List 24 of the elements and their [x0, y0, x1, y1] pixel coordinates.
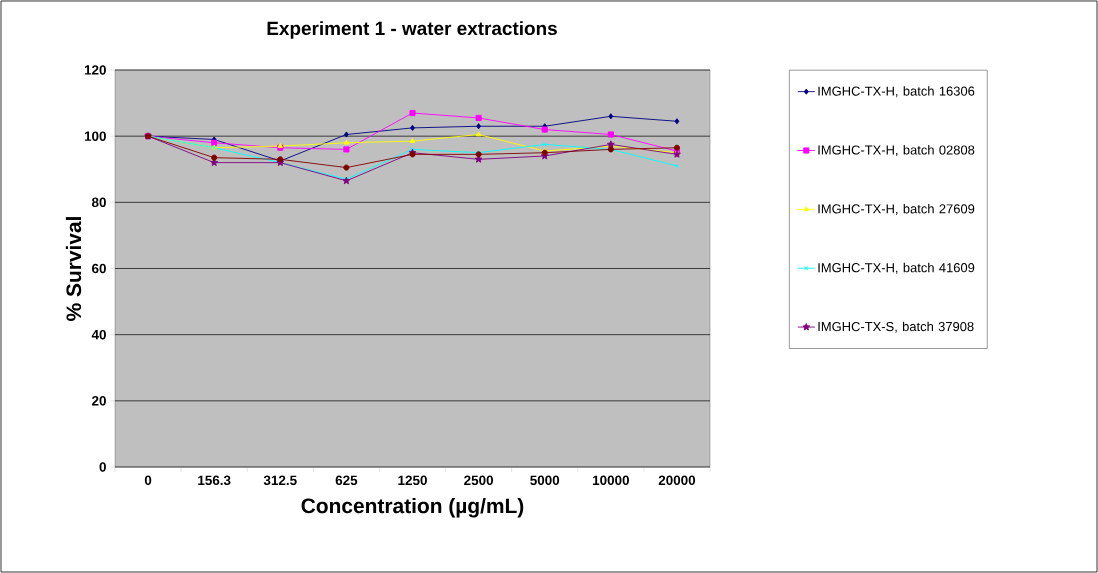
y-tick-label: 80: [91, 197, 106, 208]
y-tick-label: 40: [91, 329, 106, 340]
legend-label: IMGHC-TX-H, batch 02808: [818, 145, 975, 157]
x-tick-label: 1250: [398, 475, 427, 486]
y-tick-label: 0: [99, 462, 106, 472]
y-axis-title: % Survival: [65, 217, 82, 321]
chart-title: Experiment 1 - water extractions: [267, 21, 557, 39]
x-tick-label: 0: [144, 475, 152, 486]
x-tick-label: 10000: [592, 475, 629, 486]
x-tick-label: 2500: [464, 475, 494, 486]
legend-label: IMGHC-TX-S, batch 37908: [818, 321, 974, 333]
y-tick-label: 120: [84, 65, 106, 75]
x-tick-label: 625: [335, 475, 358, 486]
x-axis-title: Concentration (µg/mL): [301, 497, 524, 518]
y-tick-label: 60: [92, 263, 106, 274]
x-tick-label: 20000: [658, 475, 696, 486]
legend-label: IMGHC-TX-H, batch 27609: [818, 203, 975, 215]
legend-label: IMGHC-TX-H, batch 41609: [818, 262, 975, 274]
x-tick-label: 312.5: [263, 475, 297, 486]
legend-label: IMGHC-TX-H, batch 16306: [818, 86, 975, 98]
y-tick-label: 20: [91, 396, 106, 406]
x-tick-label: 156.3: [198, 475, 231, 486]
y-tick-label: 100: [84, 131, 106, 141]
x-tick-label: 5000: [530, 475, 560, 486]
